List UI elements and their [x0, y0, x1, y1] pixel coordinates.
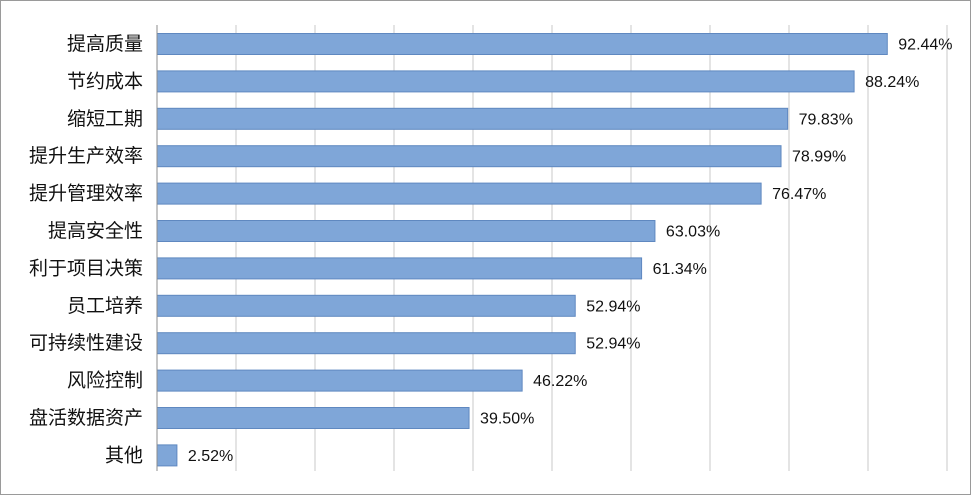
category-label: 盘活数据资产 [29, 407, 143, 429]
category-label: 员工培养 [67, 295, 143, 317]
value-labels: 92.44% 88.24% 79.83% 78.99% 76.47% 63.03% 61.3… [188, 37, 953, 465]
category-label: 利于项目决策 [29, 257, 143, 279]
bar [156, 294, 576, 317]
gridlines [235, 25, 948, 471]
data-label: 92.44% [898, 37, 952, 54]
bar [156, 145, 782, 168]
data-label: 2.52% [188, 448, 233, 465]
category-label: 可持续性建设 [29, 332, 143, 354]
bar [156, 257, 643, 280]
data-label: 88.24% [865, 74, 919, 91]
category-label: 提升生产效率 [29, 145, 143, 167]
bar [156, 220, 656, 242]
data-label: 63.03% [666, 224, 720, 241]
bar [156, 407, 470, 429]
bar [156, 332, 576, 355]
data-label: 52.94% [586, 336, 640, 353]
bars [156, 33, 888, 467]
bar [156, 33, 888, 55]
bar [156, 107, 789, 130]
category-label: 缩短工期 [67, 108, 143, 130]
category-label: 风险控制 [67, 370, 143, 392]
bar [156, 70, 855, 93]
data-label: 79.83% [799, 111, 853, 128]
data-label: 46.22% [533, 373, 587, 390]
data-label: 52.94% [586, 298, 640, 315]
bar [156, 369, 523, 392]
bar [156, 444, 178, 467]
category-label: 提高安全性 [48, 220, 143, 242]
bar [156, 182, 762, 205]
category-label: 提高质量 [67, 33, 143, 55]
category-labels: 提高质量节约成本缩短工期提升生产效率提升管理效率提高安全性利于项目决策员工培养可… [29, 33, 143, 466]
category-label: 节约成本 [67, 70, 143, 92]
category-label: 其他 [105, 444, 143, 466]
data-label: 61.34% [653, 261, 707, 278]
data-label: 39.50% [480, 411, 534, 428]
data-label: 76.47% [772, 186, 826, 203]
category-label: 提升管理效率 [29, 183, 143, 205]
data-label: 78.99% [792, 149, 846, 166]
